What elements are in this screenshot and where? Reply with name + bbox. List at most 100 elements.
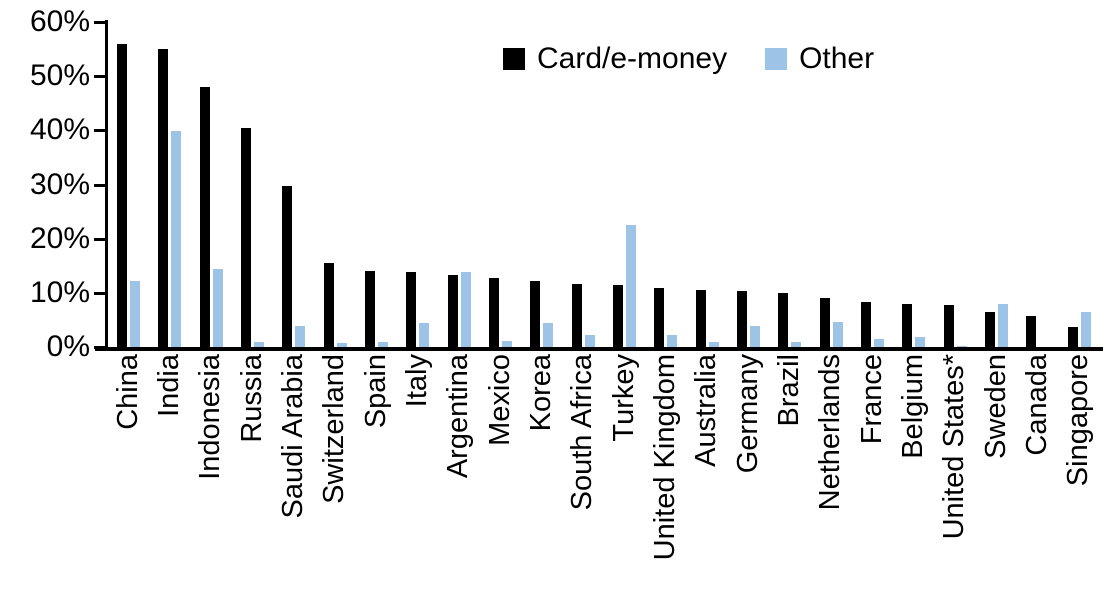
y-tick-label: 50% bbox=[29, 59, 90, 93]
plot-area bbox=[108, 22, 1100, 347]
x-label-russia: Russia bbox=[235, 354, 268, 443]
bar-card-e-money-china bbox=[117, 43, 128, 347]
x-label-slot-indonesia: Indonesia bbox=[191, 354, 232, 592]
y-tick-label: 40% bbox=[29, 113, 90, 147]
x-label-slot-brazil: Brazil bbox=[769, 354, 810, 592]
x-label-turkey: Turkey bbox=[607, 354, 640, 442]
x-label-slot-united-kingdom: United Kingdom bbox=[645, 354, 686, 592]
bar-other-china bbox=[130, 280, 141, 347]
x-label-france: France bbox=[855, 354, 888, 445]
x-label-germany: Germany bbox=[731, 354, 764, 474]
bar-group-canada bbox=[1017, 22, 1058, 347]
x-label-australia: Australia bbox=[690, 354, 723, 467]
x-label-netherlands: Netherlands bbox=[814, 354, 847, 511]
x-label-indonesia: Indonesia bbox=[194, 354, 227, 480]
x-label-slot-singapore: Singapore bbox=[1059, 354, 1100, 592]
x-label-slot-united-states: United States* bbox=[935, 354, 976, 592]
x-label-saudi-arabia: Saudi Arabia bbox=[277, 354, 310, 519]
y-tick-label: 10% bbox=[29, 275, 90, 309]
bar-card-e-money-mexico bbox=[489, 277, 500, 347]
x-label-spain: Spain bbox=[359, 354, 392, 429]
y-tick-label: 60% bbox=[29, 5, 90, 38]
bar-other-mexico bbox=[502, 340, 513, 347]
x-label-slot-mexico: Mexico bbox=[480, 354, 521, 592]
bar-group-italy bbox=[397, 22, 438, 347]
x-label-slot-india: India bbox=[149, 354, 190, 592]
x-label-slot-australia: Australia bbox=[687, 354, 728, 592]
bar-card-e-money-canada bbox=[1026, 315, 1037, 347]
y-tick-mark bbox=[94, 21, 106, 24]
bar-card-e-money-south-africa bbox=[571, 284, 582, 347]
x-label-slot-switzerland: Switzerland bbox=[315, 354, 356, 592]
bar-other-argentina bbox=[460, 272, 471, 347]
bar-card-e-money-singapore bbox=[1067, 327, 1078, 347]
x-label-slot-china: China bbox=[108, 354, 149, 592]
x-label-slot-france: France bbox=[852, 354, 893, 592]
bar-card-e-money-russia bbox=[241, 127, 252, 347]
x-label-slot-spain: Spain bbox=[356, 354, 397, 592]
bar-group-belgium bbox=[893, 22, 934, 347]
x-label-slot-sweden: Sweden bbox=[976, 354, 1017, 592]
bar-group-china bbox=[108, 22, 149, 347]
bar-group-germany bbox=[728, 22, 769, 347]
bar-card-e-money-united-states bbox=[943, 305, 954, 347]
y-tick-label: 30% bbox=[29, 167, 90, 201]
bar-group-indonesia bbox=[191, 22, 232, 347]
bar-other-india bbox=[171, 131, 182, 347]
bar-other-brazil bbox=[791, 341, 802, 347]
y-tick-mark bbox=[94, 183, 106, 187]
x-label-canada: Canada bbox=[1020, 354, 1053, 456]
bar-other-saudi-arabia bbox=[295, 326, 306, 347]
bar-group-mexico bbox=[480, 22, 521, 347]
legend-swatch-other-icon bbox=[765, 48, 788, 70]
legend-item-card-e-money: Card/e-money bbox=[503, 42, 727, 76]
bar-group-argentina bbox=[439, 22, 480, 347]
x-label-slot-netherlands: Netherlands bbox=[811, 354, 852, 592]
y-tick-mark bbox=[94, 75, 106, 79]
bar-other-sweden bbox=[998, 304, 1009, 347]
bar-card-e-money-netherlands bbox=[819, 297, 830, 347]
x-label-singapore: Singapore bbox=[1062, 354, 1095, 487]
bar-card-e-money-belgium bbox=[902, 303, 913, 347]
y-tick-label: 20% bbox=[29, 221, 90, 255]
bar-card-e-money-brazil bbox=[778, 293, 789, 347]
x-label-slot-argentina: Argentina bbox=[439, 354, 480, 592]
x-axis-labels: China India Indonesia Russia Saudi Arabia Swi… bbox=[108, 354, 1100, 592]
bar-other-italy bbox=[419, 322, 430, 347]
bar-card-e-money-argentina bbox=[447, 275, 458, 347]
y-tick-label: 0% bbox=[46, 330, 90, 363]
y-tick-mark bbox=[94, 129, 106, 133]
bar-group-russia bbox=[232, 22, 273, 347]
bar-group-turkey bbox=[604, 22, 645, 347]
y-tick-mark bbox=[94, 237, 106, 241]
bar-group-sweden bbox=[976, 22, 1017, 347]
bar-card-e-money-indonesia bbox=[199, 87, 210, 347]
bar-group-france bbox=[852, 22, 893, 347]
bar-other-indonesia bbox=[212, 269, 223, 347]
x-label-slot-saudi-arabia: Saudi Arabia bbox=[273, 354, 314, 592]
bar-group-united-kingdom bbox=[645, 22, 686, 347]
x-label-korea: Korea bbox=[525, 354, 557, 432]
x-label-slot-turkey: Turkey bbox=[604, 354, 645, 592]
x-label-belgium: Belgium bbox=[896, 354, 929, 459]
legend-label-other: Other bbox=[799, 42, 875, 75]
bar-other-russia bbox=[254, 342, 265, 347]
bar-group-spain bbox=[356, 22, 397, 347]
bar-group-korea bbox=[521, 22, 562, 347]
bar-card-e-money-turkey bbox=[613, 284, 624, 347]
bar-card-e-money-australia bbox=[695, 289, 706, 347]
x-label-slot-russia: Russia bbox=[232, 354, 273, 592]
bar-card-e-money-spain bbox=[365, 270, 376, 347]
x-label-switzerland: Switzerland bbox=[318, 354, 351, 504]
bar-other-france bbox=[874, 339, 885, 347]
x-label-united-states: United States* bbox=[938, 354, 971, 540]
bar-card-e-money-germany bbox=[737, 290, 748, 347]
bar-other-spain bbox=[378, 342, 389, 347]
bar-group-netherlands bbox=[811, 22, 852, 347]
bar-card-e-money-switzerland bbox=[323, 263, 334, 347]
bar-group-brazil bbox=[769, 22, 810, 347]
y-tick-mark bbox=[94, 346, 106, 349]
bar-group-south-africa bbox=[563, 22, 604, 347]
bar-other-korea bbox=[543, 322, 554, 347]
x-label-slot-canada: Canada bbox=[1017, 354, 1058, 592]
